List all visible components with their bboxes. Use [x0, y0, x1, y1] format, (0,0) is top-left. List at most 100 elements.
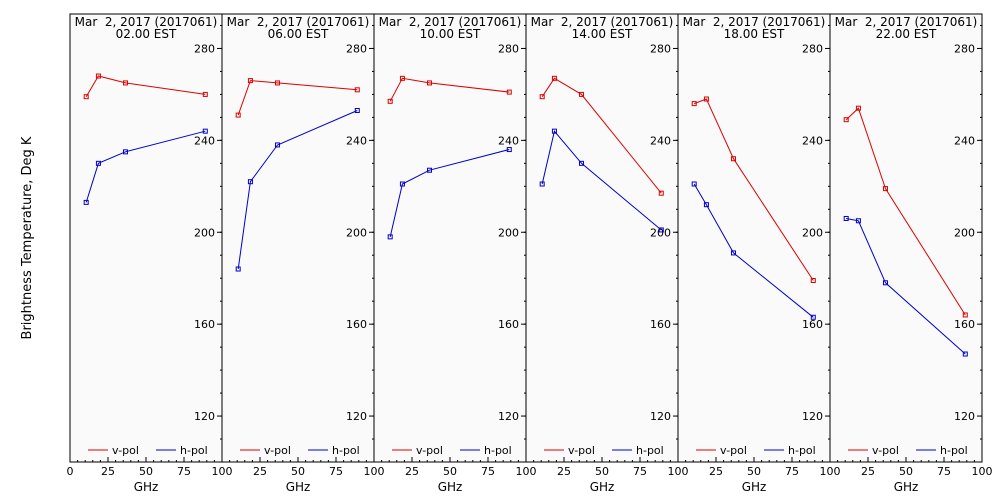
data-point-v-pol — [506, 89, 512, 95]
x-axis-label: GHz — [590, 480, 615, 494]
chart-panel: Mar 2, 2017 (2017061)10.00 EST 120 160 200 2… — [373, 13, 537, 494]
series-line-v-pol — [389, 77, 510, 102]
series-line-v-pol — [237, 80, 358, 116]
x-axis-label: GHz — [894, 480, 919, 494]
panel-subtitle: 06.00 EST — [268, 27, 329, 41]
panel-frame — [677, 13, 831, 463]
data-point-v-pol — [539, 94, 545, 100]
legend-label-v-pol: v-pol — [872, 444, 899, 457]
legend-label-h-pol: h-pol — [332, 444, 360, 457]
x-tick-label: 75 — [633, 465, 647, 478]
panel-title: Mar 2, 2017 (2017061) — [835, 15, 978, 29]
y-tick-label: 160 — [194, 318, 215, 331]
x-tick-label: 50 — [139, 465, 153, 478]
data-point-v-pol — [855, 105, 861, 111]
data-point-h-pol — [962, 351, 968, 357]
panels: Mar 2, 2017 (2017061)02.00 EST1201602002… — [67, 13, 993, 494]
data-point-h-pol — [83, 199, 89, 205]
data-point-v-pol — [274, 80, 280, 86]
panel-subtitle: 22.00 EST — [876, 27, 937, 41]
series-line-v-pol — [85, 75, 206, 97]
data-point-h-pol — [95, 160, 101, 166]
data-point-h-pol — [235, 266, 241, 272]
series-line-v-pol — [694, 98, 814, 281]
x-tick-label: 100 — [516, 465, 537, 478]
data-point-h-pol — [578, 160, 584, 166]
x-tick-label: 100 — [972, 465, 993, 478]
series-line-h-pol — [846, 218, 966, 355]
y-tick-label: 200 — [802, 226, 823, 239]
y-tick-label: 160 — [498, 318, 519, 331]
legend-label-h-pol: h-pol — [180, 444, 208, 457]
data-point-h-pol — [122, 149, 128, 155]
series-line-h-pol — [389, 149, 510, 238]
data-point-v-pol — [658, 190, 664, 196]
x-tick-label: 75 — [785, 465, 799, 478]
data-point-h-pol — [658, 227, 664, 233]
legend-label-v-pol: v-pol — [720, 444, 747, 457]
series-line-v-pol — [845, 107, 966, 316]
data-point-h-pol — [426, 167, 432, 173]
data-point-v-pol — [95, 73, 101, 79]
x-tick-label: 50 — [747, 465, 761, 478]
y-tick-label: 200 — [650, 226, 671, 239]
panel-frame — [525, 13, 679, 463]
series-line-h-pol — [237, 110, 358, 270]
data-point-v-pol — [399, 75, 405, 81]
panel-subtitle: 18.00 EST — [724, 27, 785, 41]
y-tick-label: 280 — [650, 42, 671, 55]
panel-frame — [69, 13, 223, 463]
legend-label-v-pol: v-pol — [416, 444, 443, 457]
panel-title: Mar 2, 2017 (2017061) — [75, 15, 218, 29]
data-point-v-pol — [354, 87, 360, 93]
data-point-v-pol — [202, 91, 208, 97]
series-line-h-pol — [85, 130, 206, 203]
legend-label-h-pol: h-pol — [484, 444, 512, 457]
x-tick-label: 25 — [557, 465, 571, 478]
y-axis-label: Brightness Temperature, Deg K — [20, 136, 35, 339]
y-tick-label: 240 — [346, 134, 367, 147]
y-tick-label: 240 — [954, 134, 975, 147]
data-point-v-pol — [551, 75, 557, 81]
legend-label-h-pol: h-pol — [636, 444, 664, 457]
panel-subtitle: 10.00 EST — [420, 27, 481, 41]
legend-label-h-pol: h-pol — [940, 444, 968, 457]
data-point-h-pol — [691, 181, 697, 187]
data-point-v-pol — [810, 278, 816, 284]
y-tick-label: 120 — [194, 410, 215, 423]
data-point-v-pol — [235, 112, 241, 118]
data-point-h-pol — [855, 218, 861, 224]
x-tick-label: 75 — [937, 465, 951, 478]
data-point-h-pol — [387, 234, 393, 240]
data-point-v-pol — [83, 94, 89, 100]
x-tick-label: 100 — [820, 465, 841, 478]
x-tick-label: 25 — [709, 465, 723, 478]
x-axis-label: GHz — [742, 480, 767, 494]
y-tick-label: 280 — [802, 42, 823, 55]
data-point-v-pol — [962, 312, 968, 318]
y-tick-label: 280 — [498, 42, 519, 55]
data-point-h-pol — [730, 250, 736, 256]
x-axis-label: GHz — [438, 480, 463, 494]
y-tick-label: 240 — [802, 134, 823, 147]
panel-title: Mar 2, 2017 (2017061) — [379, 15, 522, 29]
legend-label-v-pol: v-pol — [112, 444, 139, 457]
panel-title: Mar 2, 2017 (2017061) — [683, 15, 826, 29]
data-point-v-pol — [843, 117, 849, 123]
data-point-v-pol — [691, 101, 697, 107]
y-tick-label: 120 — [650, 410, 671, 423]
y-tick-label: 160 — [802, 318, 823, 331]
data-point-h-pol — [202, 128, 208, 134]
y-tick-label: 280 — [954, 42, 975, 55]
data-point-v-pol — [703, 96, 709, 102]
y-tick-label: 240 — [498, 134, 519, 147]
chart-panel: Mar 2, 2017 (2017061)22.00 EST 120 160 200 2… — [829, 13, 993, 494]
data-point-v-pol — [247, 78, 253, 84]
data-point-h-pol — [551, 128, 557, 134]
panel-subtitle: 14.00 EST — [572, 27, 633, 41]
panel-subtitle: 02.00 EST — [116, 27, 177, 41]
y-tick-label: 200 — [954, 226, 975, 239]
x-tick-label: 50 — [595, 465, 609, 478]
data-point-h-pol — [274, 142, 280, 148]
